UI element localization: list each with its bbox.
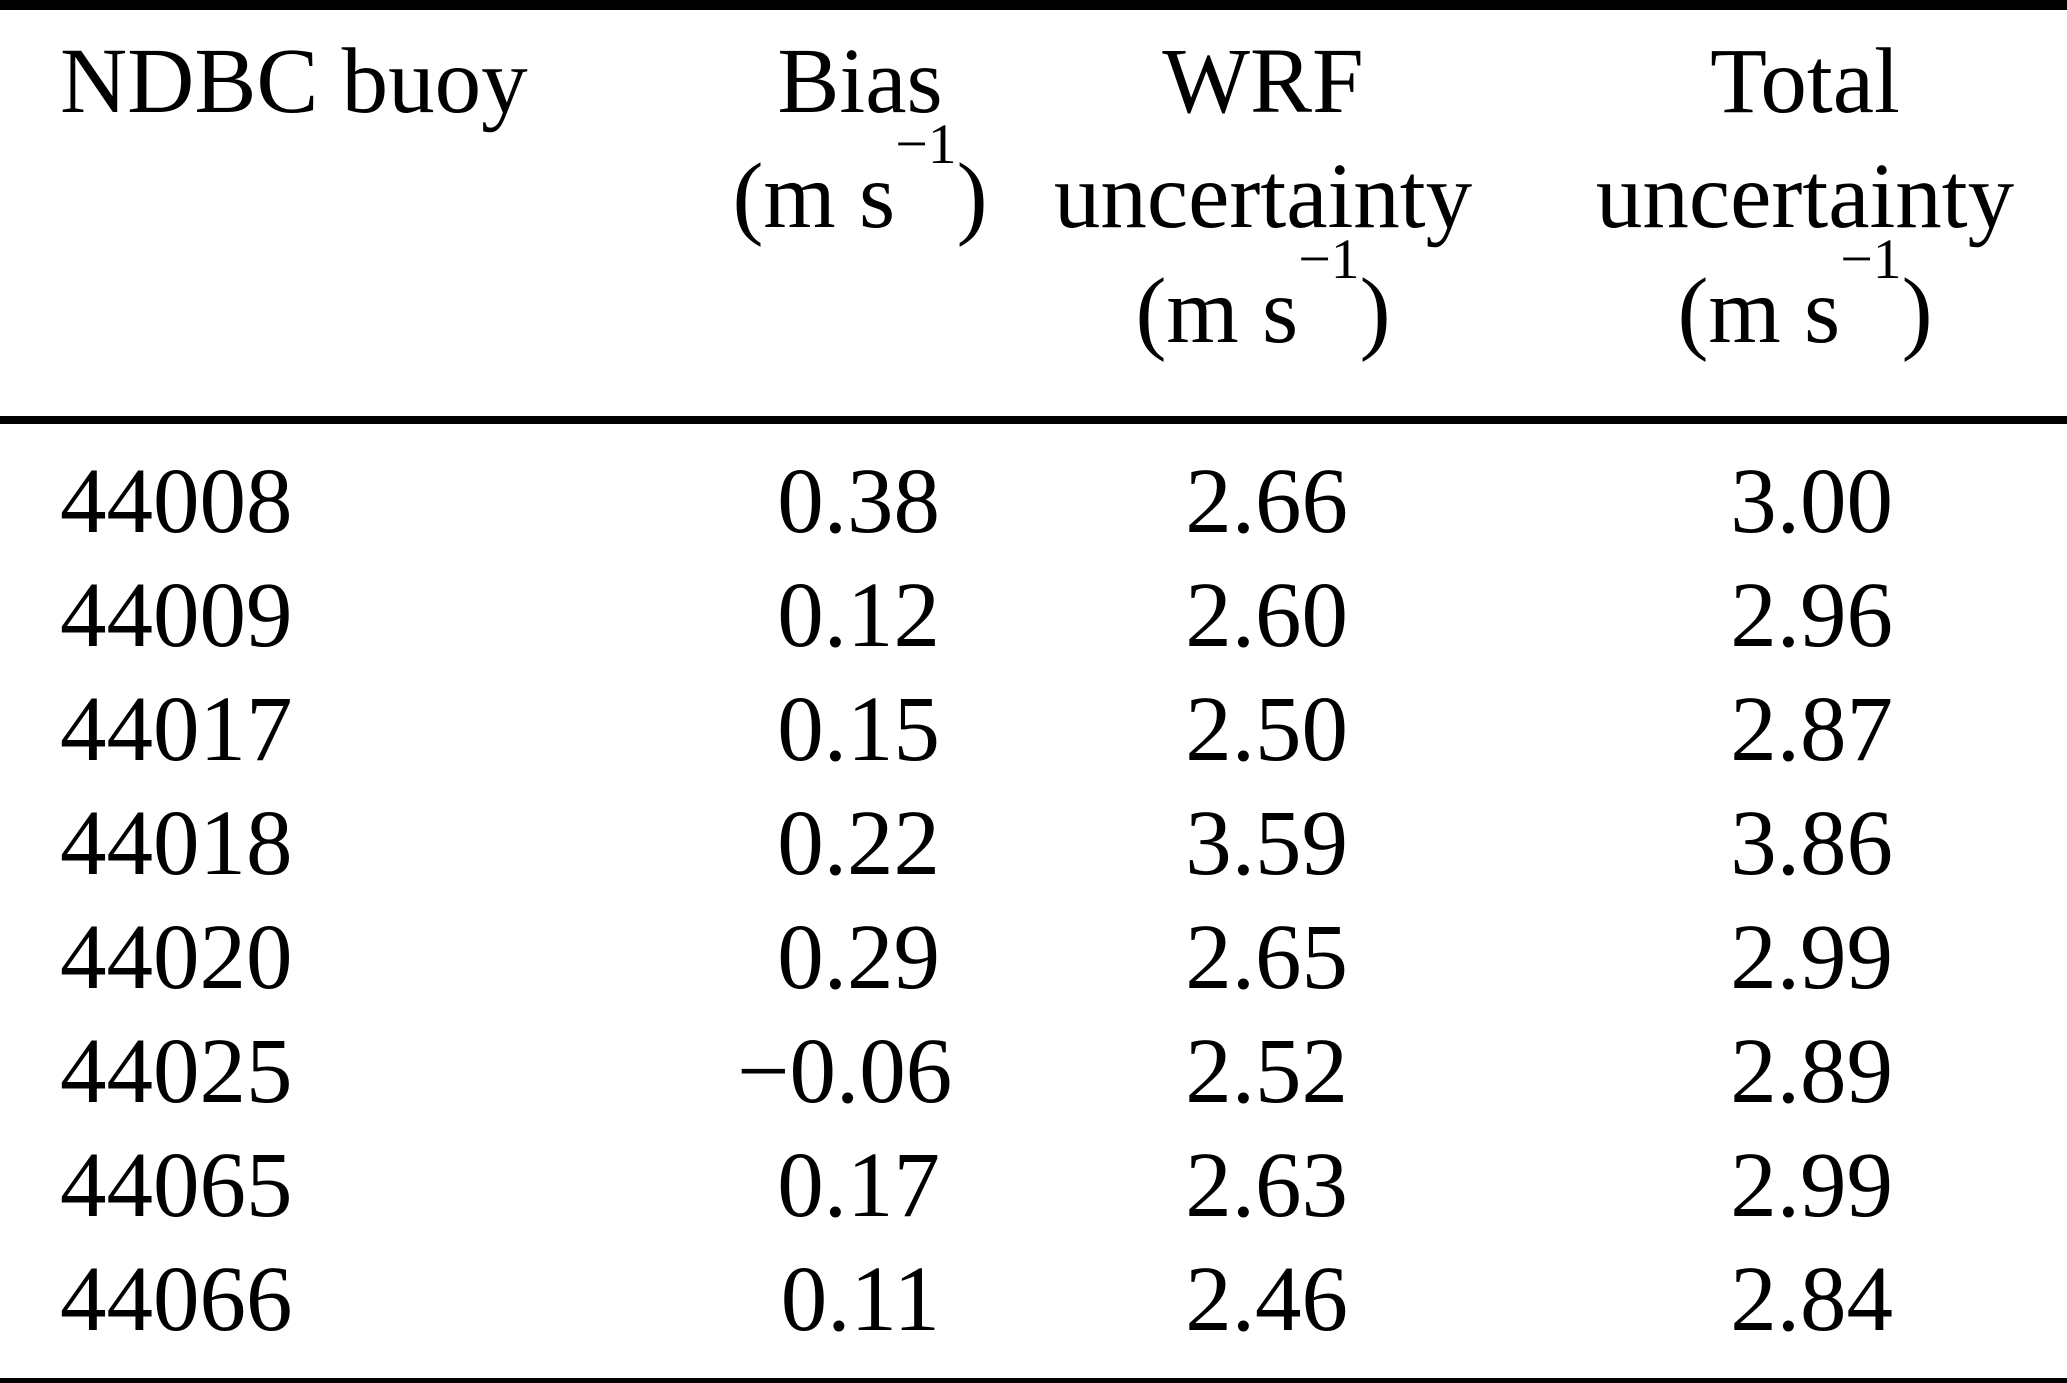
- buoy-id-cell: 44008: [0, 420, 737, 558]
- total-uncertainty-value-cell: 2.99: [1543, 1128, 2067, 1242]
- table-row: 44017 0.15 2.50 2.87: [0, 672, 2067, 786]
- wrf-uncertainty-value: 2.46: [1185, 1247, 1348, 1351]
- wrf-uncertainty-value: 2.60: [1185, 563, 1348, 667]
- wrf-uncertainty-value-cell: 2.50: [983, 672, 1543, 786]
- bias-value-cell: 0.12: [737, 558, 983, 672]
- header-wrf-unit: (m s−1): [1135, 228, 1391, 363]
- bias-value-cell: 0.17: [737, 1128, 983, 1242]
- total-uncertainty-value-cell: 3.86: [1543, 786, 2067, 900]
- bias-value: 0.12: [777, 563, 940, 667]
- bias-value-cell: 0.11: [737, 1242, 983, 1383]
- buoy-id-cell: 44020: [0, 900, 737, 1014]
- total-uncertainty-value: 2.89: [1730, 1019, 1893, 1123]
- bias-value-cell: 0.29: [737, 900, 983, 1014]
- wrf-uncertainty-value-cell: 2.66: [983, 420, 1543, 558]
- wrf-uncertainty-value-cell: 2.52: [983, 1014, 1543, 1128]
- wrf-uncertainty-value-cell: 2.46: [983, 1242, 1543, 1383]
- table-row: 44066 0.11 2.46 2.84: [0, 1242, 2067, 1383]
- buoy-id: 44018: [60, 791, 293, 895]
- total-uncertainty-value: 2.99: [1730, 1133, 1893, 1237]
- table-row: 44009 0.12 2.60 2.96: [0, 558, 2067, 672]
- bias-value: 0.29: [777, 905, 940, 1009]
- total-uncertainty-value: 3.00: [1730, 449, 1893, 553]
- wrf-uncertainty-value-cell: 2.60: [983, 558, 1543, 672]
- header-total-label: Total: [1710, 30, 1900, 133]
- bias-value-cell: 0.15: [737, 672, 983, 786]
- header-total-unit: (m s−1): [1677, 228, 1933, 363]
- buoy-id-cell: 44025: [0, 1014, 737, 1128]
- table-row: 44025 −0.06 2.52 2.89: [0, 1014, 2067, 1128]
- bias-value-cell: 0.22: [737, 786, 983, 900]
- bias-value: 0.17: [777, 1133, 940, 1237]
- total-uncertainty-value: 3.86: [1730, 791, 1893, 895]
- bias-value: 0.38: [777, 449, 940, 553]
- wrf-uncertainty-value: 2.52: [1185, 1019, 1348, 1123]
- buoy-id: 44009: [60, 563, 293, 667]
- buoy-id: 44025: [60, 1019, 293, 1123]
- buoy-id: 44065: [60, 1133, 293, 1237]
- header-bias: Bias (m s−1): [732, 5, 988, 424]
- total-uncertainty-value: 2.84: [1730, 1247, 1893, 1351]
- buoy-id: 44017: [60, 677, 293, 781]
- header-total-subtitle: uncertainty: [1595, 145, 2015, 248]
- table-row: 44008 0.38 2.66 3.00: [0, 420, 2067, 558]
- buoy-id-cell: 44065: [0, 1128, 737, 1242]
- total-uncertainty-value-cell: 2.84: [1543, 1242, 2067, 1383]
- header-bias-unit: (m s−1): [732, 113, 988, 248]
- header-wrf-uncertainty: WRF uncertainty (m s−1): [983, 5, 1543, 424]
- header-wrf-subtitle: uncertainty: [1053, 145, 1473, 248]
- table-row: 44065 0.17 2.63 2.99: [0, 1128, 2067, 1242]
- wrf-uncertainty-value: 2.65: [1185, 905, 1348, 1009]
- total-uncertainty-value: 2.99: [1730, 905, 1893, 1009]
- buoy-id: 44020: [60, 905, 293, 1009]
- header-ndbc-buoy-label: NDBC buoy: [60, 30, 528, 133]
- wrf-uncertainty-value: 2.66: [1185, 449, 1348, 553]
- bias-value: −0.06: [737, 1019, 953, 1123]
- wrf-uncertainty-value-cell: 2.63: [983, 1128, 1543, 1242]
- header-bias-label: Bias: [777, 30, 943, 133]
- total-uncertainty-value-cell: 3.00: [1543, 420, 2067, 558]
- wrf-uncertainty-value: 2.50: [1185, 677, 1348, 781]
- bias-value-cell: −0.06: [737, 1014, 983, 1128]
- wrf-uncertainty-value: 3.59: [1185, 791, 1348, 895]
- wrf-uncertainty-value-cell: 2.65: [983, 900, 1543, 1014]
- bias-value: 0.15: [777, 677, 940, 781]
- buoy-id: 44066: [60, 1247, 293, 1351]
- superscript-minus-one: −1: [1298, 228, 1360, 292]
- buoy-id-cell: 44066: [0, 1242, 737, 1383]
- header-total-uncertainty: Total uncertainty (m s−1): [1543, 5, 2067, 424]
- total-uncertainty-value-cell: 2.89: [1543, 1014, 2067, 1128]
- wrf-uncertainty-value-cell: 3.59: [983, 786, 1543, 900]
- table-header: NDBC buoy Bias (m s−1) WRF u: [0, 5, 2067, 424]
- buoy-id: 44008: [60, 449, 293, 553]
- bias-value: 0.11: [780, 1247, 940, 1351]
- buoy-id-cell: 44017: [0, 672, 737, 786]
- total-uncertainty-value: 2.87: [1730, 677, 1893, 781]
- table-row: 44020 0.29 2.65 2.99: [0, 900, 2067, 1014]
- superscript-minus-one: −1: [895, 113, 957, 177]
- buoy-id-cell: 44009: [0, 558, 737, 672]
- bias-value-cell: 0.38: [737, 420, 983, 558]
- header-ndbc-buoy: NDBC buoy: [0, 5, 737, 424]
- total-uncertainty-value: 2.96: [1730, 563, 1893, 667]
- table-row: 44018 0.22 3.59 3.86: [0, 786, 2067, 900]
- superscript-minus-one: −1: [1840, 228, 1902, 292]
- total-uncertainty-value-cell: 2.99: [1543, 900, 2067, 1014]
- table-body: 44008 0.38 2.66 3.00 44009 0.12 2.60 2.9…: [0, 420, 2067, 1383]
- total-uncertainty-value-cell: 2.96: [1543, 558, 2067, 672]
- header-row: NDBC buoy Bias (m s−1) WRF u: [0, 5, 2067, 424]
- buoy-id-cell: 44018: [0, 786, 737, 900]
- bias-value: 0.22: [777, 791, 940, 895]
- total-uncertainty-value-cell: 2.87: [1543, 672, 2067, 786]
- wrf-uncertainty-value: 2.63: [1185, 1133, 1348, 1237]
- header-wrf-label: WRF: [1162, 30, 1364, 133]
